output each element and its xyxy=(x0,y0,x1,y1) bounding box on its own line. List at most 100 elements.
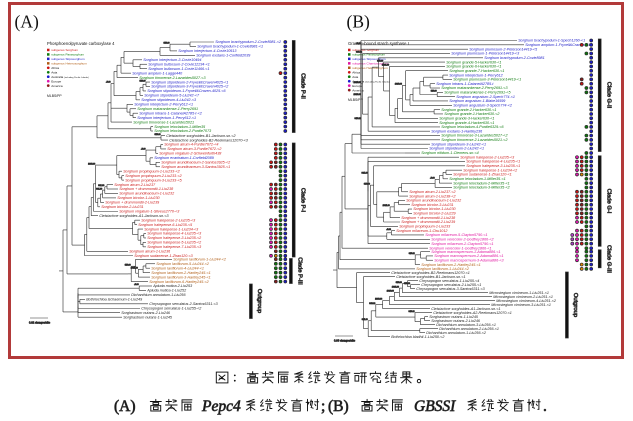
svg-text:Sorghum interjectum-4-Covie105: Sorghum interjectum-4-Covie10513 xyxy=(178,49,237,53)
svg-text:100/1.00: 100/1.00 xyxy=(382,65,389,67)
svg-text:subgenus Sorghum: subgenus Sorghum xyxy=(51,48,78,52)
svg-text:Sorghum stipoideum-2-Liu242-<1: Sorghum stipoideum-2-Liu242-<1 xyxy=(429,147,484,151)
svg-text:Sorghum brachypodum-1-Covie898: Sorghum brachypodum-1-Covie8981-<1 xyxy=(197,45,263,49)
svg-text:Sorghum bulbosum-1-Covie11466-: Sorghum bulbosum-1-Covie11466-<1 xyxy=(148,67,209,71)
svg-text:Sorghum halepense-2-Liu235-<3: Sorghum halepense-2-Liu235-<3 xyxy=(460,155,515,159)
svg-text:Sorghum brachypodum-1-Spech126: Sorghum brachypodum-1-Spech1260-<1 xyxy=(518,39,585,43)
svg-text:Sorghum leiocladum-2-Purdie707: Sorghum leiocladum-2-Purdie7073 xyxy=(154,129,212,133)
svg-text:Sorghum leiocladum-1-Miller35: Sorghum leiocladum-1-Miller35 xyxy=(154,125,206,129)
svg-text:100/1.00: 100/1.00 xyxy=(131,268,138,270)
svg-text:0.02 changes/site: 0.02 changes/site xyxy=(29,321,51,325)
svg-text:100/0.96: 100/0.96 xyxy=(395,84,402,86)
svg-text:100/0.96: 100/0.96 xyxy=(387,291,394,293)
svg-text:Cleistachne sorghoides-B1-Jack: Cleistachne sorghoides-B1-Jackson-sn-<1 xyxy=(396,275,465,279)
svg-text:Outgroup: Outgroup xyxy=(572,293,578,317)
svg-text:Sorghum arundinaceum-1-Liu232: Sorghum arundinaceum-1-Liu232 xyxy=(119,192,174,196)
svg-text:Sorghum laxiflorum-6-Hartley24: Sorghum laxiflorum-6-Hartley245-<2 xyxy=(149,280,209,284)
svg-text:Chrysopogon serrulatus-2-Liu25: Chrysopogon serrulatus-2-Liu255-<1 xyxy=(421,283,481,287)
svg-text:Sorghum timorense-2-Lazarides5: Sorghum timorense-2-Lazarides5021-<2 xyxy=(441,138,507,142)
svg-text:Asia: Asia xyxy=(51,71,57,75)
svg-text:Sorghum intrans-1-CataneiA2785: Sorghum intrans-1-CataneiA2785-t-<2 xyxy=(139,111,202,115)
svg-text:Sorghum plumosum-1-Peterson144: Sorghum plumosum-1-Peterson14419-<3 xyxy=(451,52,520,56)
svg-text:Phosphoenolpyruvate carboxylas: Phosphoenolpyruvate carboxylase 4 xyxy=(47,41,115,46)
svg-text:87/0.99: 87/0.99 xyxy=(396,282,402,284)
svg-text:Sorghum macrospermum-1-Adama88: Sorghum macrospermum-1-Adama886-<1 xyxy=(431,250,500,254)
svg-text:Sorghum macrospermum-3-Adama88: Sorghum macrospermum-3-Adama886-<3 xyxy=(434,258,504,262)
svg-text:87/0.99: 87/0.99 xyxy=(431,91,437,93)
svg-text:Sorghum grande-3-Hacker630-<1: Sorghum grande-3-Hacker630-<1 xyxy=(439,116,494,120)
svg-text:Sorghastrum nutans-1-Liu245: Sorghastrum nutans-1-Liu245 xyxy=(123,315,173,319)
svg-text:Sorghum angustum-1-Blake16599: Sorghum angustum-1-Blake16599 xyxy=(449,99,505,103)
svg-text:Sorghum amplum-1-Lagge440: Sorghum amplum-1-Lagge440 xyxy=(132,71,183,75)
svg-text:America: America xyxy=(51,84,63,88)
svg-text:98/1.00: 98/1.00 xyxy=(98,185,104,187)
svg-text:Sorghum + drummondii-2-Liu239: Sorghum + drummondii-2-Liu239 xyxy=(105,201,159,205)
svg-text:Clade G-III: Clade G-III xyxy=(606,245,612,273)
svg-text:100/0.96: 100/0.96 xyxy=(88,163,95,165)
svg-text:.: . xyxy=(543,398,547,415)
svg-text:Australia (including Pacific I: Australia (including Pacific Islands) xyxy=(51,75,89,79)
svg-text:Sorghum nitidum-1-Clemens-sn-<: Sorghum nitidum-1-Clemens-sn-<4 xyxy=(421,151,479,155)
svg-text:-/0.98: -/0.98 xyxy=(106,82,111,84)
svg-text:64/0.92: 64/0.92 xyxy=(409,311,415,313)
svg-text:Sorghum amplum-1-Fryxell&Crave: Sorghum amplum-1-Fryxell&Craven4011 xyxy=(525,43,592,47)
svg-text:Sorghum virgatum-1-Silveus2770: Sorghum virgatum-1-Silveus2770-<3 xyxy=(119,209,180,213)
svg-text:87/0.99: 87/0.99 xyxy=(364,183,370,185)
svg-text:Sorghum halepense-1-Liu234-<3: Sorghum halepense-1-Liu234-<3 xyxy=(144,227,199,231)
svg-text:Chrysopogon serrulatus-2-Santo: Chrysopogon serrulatus-2-Santos6311-<3 xyxy=(149,302,218,306)
svg-text:Bothriochloa bladhii-1-Liu250-: Bothriochloa bladhii-1-Liu250-<2 xyxy=(391,335,444,339)
svg-text:Sorghum halepense-6-Liu235-<5: Sorghum halepense-6-Liu235-<5 xyxy=(138,223,193,227)
svg-text:Sorghum interjectum-1-Perry612: Sorghum interjectum-1-Perry612-<1 xyxy=(137,116,196,120)
svg-text:Dichanthium annulatum-1-Liu256: Dichanthium annulatum-1-Liu256-<2 xyxy=(426,331,486,335)
svg-text:;: ; xyxy=(321,398,325,415)
svg-text:-/0.98: -/0.98 xyxy=(141,148,146,150)
svg-text:Sorghum milaceum-1-Chu1012: Sorghum milaceum-1-Chu1012 xyxy=(396,229,447,233)
svg-text:Sorghum + drummondii-1-Liu238: Sorghum + drummondii-1-Liu238 xyxy=(401,216,456,220)
svg-text:Cleistachne sorghoides-B2-Reek: Cleistachne sorghoides-B2-Reekmans12070-… xyxy=(169,138,249,142)
svg-text:87/0.99: 87/0.99 xyxy=(164,42,170,44)
svg-text:100/0.96: 100/0.96 xyxy=(354,94,361,96)
svg-text:98/1.00: 98/1.00 xyxy=(362,172,368,174)
svg-text:Sorghum milaceum-5-Clayton5790: Sorghum milaceum-5-Clayton5790-<1 xyxy=(425,233,487,237)
svg-text:Sorghum stipoideum-2-Fryxell&C: Sorghum stipoideum-2-Fryxell&Craven4025-… xyxy=(151,80,228,84)
svg-text:Granule-bound starch synthase: Granule-bound starch synthase I xyxy=(348,41,409,46)
svg-text:Sorghum propinquum-1-Liu233-<2: Sorghum propinquum-1-Liu233-<2 xyxy=(123,169,179,173)
svg-text:(B): (B) xyxy=(328,398,349,415)
svg-text:Sorghum bicolor-2-Liu229: Sorghum bicolor-2-Liu229 xyxy=(413,212,455,216)
svg-text:Sorghum laxiflorum-2-Hartley24: Sorghum laxiflorum-2-Hartley245-<1 xyxy=(151,271,211,275)
svg-text:Sorghum exstans-1-Corfield2039: Sorghum exstans-1-Corfield2039 xyxy=(196,54,250,58)
svg-text:Sorghum grande-5-Hacker630-<1: Sorghum grande-5-Hacker630-<1 xyxy=(446,60,501,64)
svg-text:Sorghum leiocladum-1-Miller35-: Sorghum leiocladum-1-Miller35-<1 xyxy=(449,177,505,181)
svg-text:Sorghum halepense-1-Liu234-<2: Sorghum halepense-1-Liu234-<2 xyxy=(463,168,517,172)
svg-text:Asia: Asia xyxy=(352,75,358,79)
svg-text:Sorghum atrum-1-Liu236: Sorghum atrum-1-Liu236 xyxy=(129,250,171,254)
svg-text:Europe: Europe xyxy=(51,79,61,83)
svg-text:Sorghum stipoideum-3-Fryxell&C: Sorghum stipoideum-3-Fryxell&Craven4025-… xyxy=(151,85,228,89)
svg-text:Sorghum brachypodum-2-Covie898: Sorghum brachypodum-2-Covie8981-<2 xyxy=(215,40,281,44)
svg-text:Sorghum grande-1-Hacker630-<2: Sorghum grande-1-Hacker630-<2 xyxy=(444,112,499,116)
svg-text:Outgroup: Outgroup xyxy=(256,289,262,313)
svg-text:Sorghum angustum-2-Spech774-<1: Sorghum angustum-2-Spech774-<1 xyxy=(456,95,515,99)
svg-text:87/0.99: 87/0.99 xyxy=(155,134,161,136)
svg-text:Cleistachne sorghoides-B2-Reek: Cleistachne sorghoides-B2-Reekmans12070-… xyxy=(391,271,470,275)
svg-text:100/1.00: 100/1.00 xyxy=(392,286,399,288)
svg-text:Clade G-I: Clade G-I xyxy=(606,189,612,214)
svg-text:Sorghastrum nutans-2-Liu246: Sorghastrum nutans-2-Liu246 xyxy=(121,311,171,315)
svg-text:Microstegium vimineum-1-Liu251: Microstegium vimineum-1-Liu251-<1 xyxy=(489,291,549,295)
svg-text:Sorghum leiocladum-2-Miller35-: Sorghum leiocladum-2-Miller35-<1 xyxy=(453,181,509,185)
svg-text:Clade P-III: Clade P-III xyxy=(297,257,303,285)
svg-text:Sorghum interjectum-2-Perry612: Sorghum interjectum-2-Perry612-<1 xyxy=(134,103,193,107)
svg-text:Sorghum bicolor-1-Liu230: Sorghum bicolor-1-Liu230 xyxy=(413,207,456,211)
svg-text:Cleistachne sorghoides-A1-Jack: Cleistachne sorghoides-A1-Jackson-sn-<3 xyxy=(99,214,169,218)
svg-text:(A): (A) xyxy=(15,12,39,32)
svg-text:subgenus Heterosorghum: subgenus Heterosorghum xyxy=(352,66,388,70)
svg-text:Sorghum plumosum-2-Peterson144: Sorghum plumosum-2-Peterson14419-<5 xyxy=(469,47,538,51)
svg-text:Chrysopogon serrulatus-3-Santo: Chrysopogon serrulatus-3-Santos6311-<3 xyxy=(416,287,485,291)
svg-text:Sorghum exstans-1-Hartley236: Sorghum exstans-1-Hartley236 xyxy=(431,129,483,133)
svg-text:Sorghum propinquum-2-Liu233-<2: Sorghum propinquum-2-Liu233-<2 xyxy=(125,174,181,178)
svg-text:Sorghum arundinaceum-2-Santos3: Sorghum arundinaceum-2-Santos3925-<2 xyxy=(161,161,230,165)
svg-text:87/0.99: 87/0.99 xyxy=(404,283,410,285)
svg-text:Sorghum laxiflorum-1-Liu244-<2: Sorghum laxiflorum-1-Liu244-<2 xyxy=(173,258,226,262)
svg-text:Sorghum grande-7-Hacker630-<1: Sorghum grande-7-Hacker630-<1 xyxy=(449,69,504,73)
svg-text:subgenus Stiposorghum: subgenus Stiposorghum xyxy=(51,57,85,61)
